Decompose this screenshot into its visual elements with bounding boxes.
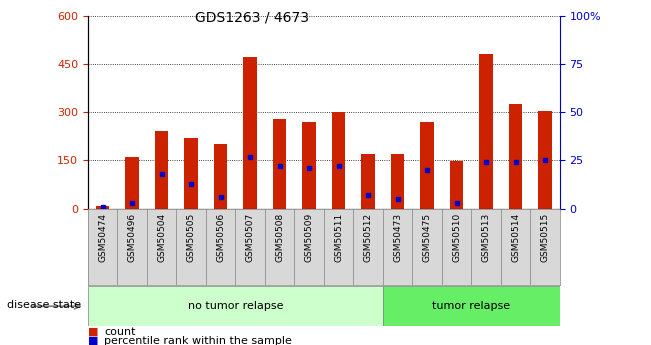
Bar <box>421 122 434 209</box>
Bar <box>383 286 560 326</box>
Bar <box>480 54 493 209</box>
Text: GSM50515: GSM50515 <box>540 213 549 262</box>
Text: GSM50474: GSM50474 <box>98 213 107 262</box>
Bar <box>391 154 404 209</box>
Bar <box>273 119 286 209</box>
Bar <box>155 131 168 209</box>
Text: GSM50496: GSM50496 <box>128 213 137 262</box>
Bar <box>509 104 522 209</box>
Text: disease state: disease state <box>7 300 81 310</box>
Text: GSM50475: GSM50475 <box>422 213 432 262</box>
Bar <box>214 144 227 209</box>
Text: no tumor relapse: no tumor relapse <box>187 301 283 311</box>
Text: GDS1263 / 4673: GDS1263 / 4673 <box>195 10 309 24</box>
Text: percentile rank within the sample: percentile rank within the sample <box>104 336 292 345</box>
Bar <box>243 57 256 209</box>
Bar <box>88 286 383 326</box>
Bar <box>332 112 345 209</box>
Text: GSM50511: GSM50511 <box>334 213 343 262</box>
Text: count: count <box>104 327 135 337</box>
Bar <box>303 122 316 209</box>
Bar <box>361 154 375 209</box>
Text: GSM50512: GSM50512 <box>364 213 372 262</box>
Text: GSM50506: GSM50506 <box>216 213 225 262</box>
Bar <box>538 110 552 209</box>
Text: ■: ■ <box>88 327 98 337</box>
Text: GSM50507: GSM50507 <box>245 213 255 262</box>
Text: ■: ■ <box>88 336 98 345</box>
Text: tumor relapse: tumor relapse <box>432 301 510 311</box>
Text: GSM50514: GSM50514 <box>511 213 520 262</box>
Text: GSM50473: GSM50473 <box>393 213 402 262</box>
Bar <box>184 138 198 209</box>
Text: GSM50505: GSM50505 <box>187 213 196 262</box>
Text: GSM50513: GSM50513 <box>482 213 491 262</box>
Text: GSM50509: GSM50509 <box>305 213 314 262</box>
Bar <box>450 161 464 209</box>
Bar <box>96 206 109 209</box>
Bar <box>126 157 139 209</box>
Text: GSM50510: GSM50510 <box>452 213 461 262</box>
Text: GSM50508: GSM50508 <box>275 213 284 262</box>
Text: GSM50504: GSM50504 <box>157 213 166 262</box>
